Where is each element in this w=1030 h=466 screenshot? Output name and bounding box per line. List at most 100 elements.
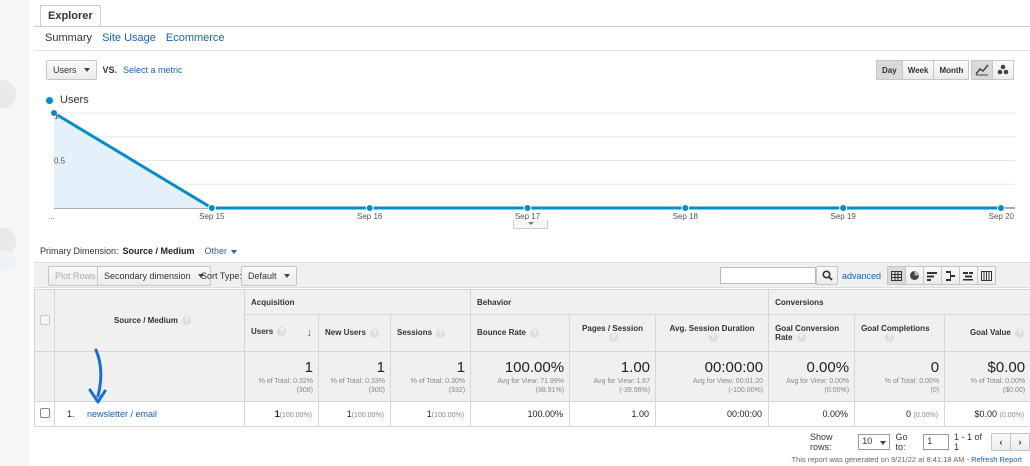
- motion-chart-icon[interactable]: [992, 60, 1014, 80]
- cell-value: 0: [906, 409, 912, 419]
- users-cell: 1(100.00%): [244, 401, 319, 427]
- subtab-site-usage[interactable]: Site Usage: [102, 32, 156, 44]
- users-header[interactable]: Users ? ↓: [244, 314, 319, 352]
- avg-session-duration-header[interactable]: Avg. Session Duration?: [655, 314, 770, 352]
- x-tick-label: Sep 20: [989, 212, 1015, 221]
- cell-pct: (100.00%): [351, 412, 384, 419]
- x-tick-label: Sep 16: [357, 212, 383, 221]
- total-sub: Avg for View: 1.67: [593, 378, 651, 385]
- data-table-icon[interactable]: [887, 266, 906, 285]
- metric-dropdown[interactable]: Users: [46, 60, 97, 80]
- help-icon[interactable]: ?: [182, 316, 192, 326]
- pivot-icon[interactable]: [977, 266, 996, 285]
- total-value: 1.00: [620, 359, 651, 376]
- chevron-down-icon: [83, 68, 90, 72]
- primary-dimension-value[interactable]: Source / Medium: [122, 246, 195, 256]
- row-checkbox[interactable]: [39, 408, 50, 418]
- help-icon[interactable]: ?: [436, 328, 446, 338]
- total-sub: ($0.00): [1002, 387, 1026, 394]
- pages-session-cell: 1.00: [569, 401, 657, 427]
- legend-label: Users: [60, 94, 89, 106]
- secondary-dimension-label: Secondary dimension: [104, 271, 191, 281]
- goal-value-cell: $0.00 (0.00%): [944, 401, 1030, 427]
- total-sub: Avg for View: 00:01:20: [692, 378, 764, 385]
- help-icon[interactable]: ?: [530, 328, 540, 338]
- plot-rows-button[interactable]: Plot Rows: [48, 266, 103, 286]
- data-point: [839, 204, 848, 212]
- total-value: 1: [376, 359, 385, 376]
- help-icon[interactable]: ?: [370, 328, 380, 338]
- total-sub: % of Total: 0.00%: [970, 378, 1026, 385]
- total-sessions: 1 % of Total: 0.30% (332): [389, 351, 472, 402]
- select-metric-link[interactable]: Select a metric: [123, 65, 183, 75]
- data-point: [681, 204, 690, 212]
- goal-conversion-rate-header[interactable]: Goal Conversion Rate ?: [768, 314, 856, 352]
- help-icon[interactable]: ?: [277, 327, 287, 337]
- advanced-filter-link[interactable]: advanced: [842, 271, 882, 281]
- week-button[interactable]: Week: [901, 60, 935, 80]
- subtab-ecommerce[interactable]: Ecommerce: [165, 32, 225, 44]
- table-search-input[interactable]: [720, 267, 816, 284]
- source-medium-link[interactable]: newsletter / email: [87, 409, 158, 419]
- subtab-summary[interactable]: Summary: [45, 32, 93, 44]
- avg-session-duration-header-label: Avg. Session Duration: [669, 323, 755, 333]
- goal-value-header[interactable]: Goal Value ?: [944, 314, 1030, 352]
- pages-session-header[interactable]: Pages / Session?: [569, 314, 657, 352]
- prev-page-button[interactable]: ‹: [991, 433, 1011, 451]
- term-cloud-icon[interactable]: [959, 266, 978, 285]
- conversions-group-header: Conversions: [768, 289, 1030, 315]
- chart-resize-handle[interactable]: [513, 220, 548, 229]
- cell-value: 1: [346, 409, 352, 419]
- month-button[interactable]: Month: [933, 60, 970, 80]
- goto-input[interactable]: 1: [923, 434, 949, 450]
- next-page-button[interactable]: ›: [1010, 433, 1030, 451]
- line-chart-icon[interactable]: [971, 60, 993, 80]
- acquisition-group-header: Acquisition: [243, 289, 472, 315]
- behavior-group-header: Behavior: [470, 289, 770, 315]
- help-icon[interactable]: ?: [609, 333, 619, 343]
- data-point: [50, 109, 58, 117]
- help-icon[interactable]: ?: [796, 333, 806, 343]
- data-point: [365, 204, 374, 212]
- performance-icon[interactable]: [923, 266, 942, 285]
- total-sub: (0): [930, 387, 940, 394]
- sort-type-dropdown[interactable]: Default: [241, 266, 297, 286]
- divider: [34, 50, 1030, 51]
- select-all-checkbox[interactable]: [39, 314, 50, 325]
- total-sub: Avg for View: 71.99%: [497, 378, 565, 385]
- explorer-tab[interactable]: Explorer: [40, 5, 101, 27]
- sessions-header-label: Sessions: [397, 328, 433, 338]
- help-icon[interactable]: ?: [885, 333, 895, 343]
- day-button[interactable]: Day: [876, 60, 903, 80]
- sort-desc-icon[interactable]: ↓: [306, 327, 313, 339]
- bounce-rate-header-label: Bounce Rate: [477, 328, 526, 338]
- goal-completions-header[interactable]: Goal Completions?: [854, 314, 946, 352]
- new-users-header[interactable]: New Users ?: [318, 314, 391, 352]
- total-sub: (332): [448, 387, 466, 394]
- source-medium-header[interactable]: Source / Medium ?: [54, 289, 245, 352]
- tab-divider: [34, 26, 1030, 27]
- secondary-dimension-dropdown[interactable]: Secondary dimension: [97, 266, 211, 286]
- cell-pct: (100.00%): [431, 412, 465, 419]
- refresh-report-link[interactable]: Refresh Report: [971, 455, 1022, 464]
- users-header-label: Users: [251, 327, 274, 336]
- pie-chart-icon[interactable]: [905, 266, 924, 285]
- show-rows-label: Show rows:: [810, 432, 833, 452]
- total-sub: (38.91%): [535, 387, 565, 394]
- sessions-header[interactable]: Sessions ?: [389, 314, 472, 352]
- subtab-bar: Summary Site Usage Ecommerce: [45, 32, 225, 44]
- goal-completions-header-label: Goal Completions: [861, 323, 930, 333]
- search-icon[interactable]: [816, 266, 838, 285]
- comparison-icon[interactable]: [941, 266, 960, 285]
- data-point: [997, 204, 1005, 212]
- page-range: 1 - 1 of 1: [953, 432, 982, 452]
- total-users: 1 % of Total: 0.32% (308): [244, 351, 319, 402]
- help-icon[interactable]: ?: [1015, 328, 1025, 338]
- report-table: Source / Medium ? Acquisition Behavior C…: [34, 289, 1030, 427]
- other-dimension-link[interactable]: Other: [205, 246, 237, 256]
- bounce-rate-header[interactable]: Bounce Rate ?: [470, 314, 571, 352]
- column-header-row: Users ? ↓ New Users ? Sessions ? Bounce R…: [35, 314, 1030, 352]
- show-rows-select[interactable]: 10: [858, 434, 891, 450]
- help-icon[interactable]: ?: [708, 333, 718, 343]
- view-toggle: [887, 266, 996, 285]
